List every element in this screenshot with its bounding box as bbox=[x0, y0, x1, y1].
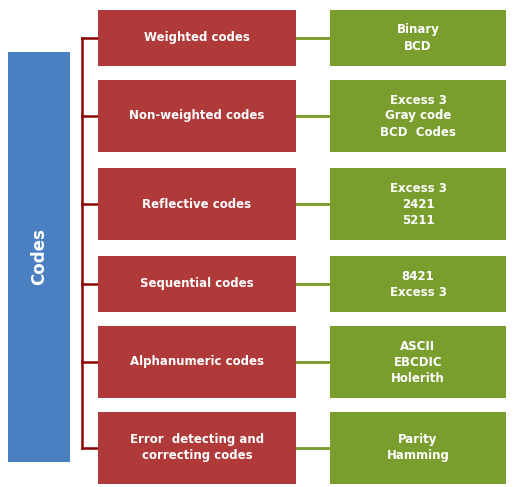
Text: Sequential codes: Sequential codes bbox=[140, 278, 254, 291]
Text: ASCII
EBCDIC
Holerith: ASCII EBCDIC Holerith bbox=[391, 339, 445, 385]
FancyBboxPatch shape bbox=[98, 412, 296, 484]
Text: Reflective codes: Reflective codes bbox=[142, 198, 252, 210]
Text: Codes: Codes bbox=[30, 228, 48, 285]
FancyBboxPatch shape bbox=[330, 168, 506, 240]
FancyBboxPatch shape bbox=[330, 326, 506, 398]
FancyBboxPatch shape bbox=[8, 52, 70, 462]
Text: Excess 3
2421
5211: Excess 3 2421 5211 bbox=[390, 182, 446, 226]
FancyBboxPatch shape bbox=[330, 80, 506, 152]
Text: Non-weighted codes: Non-weighted codes bbox=[130, 110, 265, 123]
Text: Weighted codes: Weighted codes bbox=[144, 32, 250, 44]
Text: Parity
Hamming: Parity Hamming bbox=[386, 433, 449, 463]
FancyBboxPatch shape bbox=[98, 80, 296, 152]
Text: Excess 3
Gray code
BCD  Codes: Excess 3 Gray code BCD Codes bbox=[380, 94, 456, 138]
Text: 8421
Excess 3: 8421 Excess 3 bbox=[390, 269, 446, 299]
FancyBboxPatch shape bbox=[98, 326, 296, 398]
Text: Alphanumeric codes: Alphanumeric codes bbox=[130, 356, 264, 369]
FancyBboxPatch shape bbox=[330, 412, 506, 484]
FancyBboxPatch shape bbox=[330, 256, 506, 312]
FancyBboxPatch shape bbox=[98, 10, 296, 66]
Text: Error  detecting and
correcting codes: Error detecting and correcting codes bbox=[130, 433, 264, 463]
FancyBboxPatch shape bbox=[98, 168, 296, 240]
FancyBboxPatch shape bbox=[330, 10, 506, 66]
FancyBboxPatch shape bbox=[98, 256, 296, 312]
Text: Binary
BCD: Binary BCD bbox=[397, 23, 440, 53]
